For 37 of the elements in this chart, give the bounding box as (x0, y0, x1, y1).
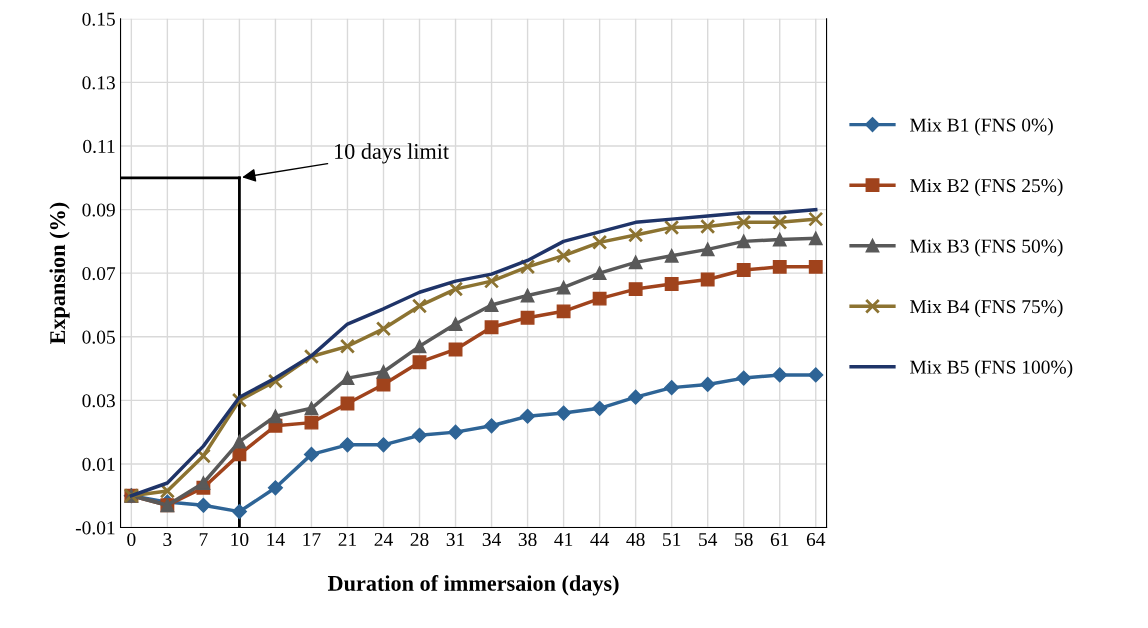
y-tick-label: 0.11 (83, 139, 115, 154)
x-axis-title: Duration of immersaion (days) (327, 575, 619, 596)
y-tick-label: 0.13 (82, 76, 115, 90)
x-tick-label: 54 (699, 533, 718, 547)
y-tick-label: 0.15 (82, 12, 115, 26)
x-tick-label: 24 (374, 533, 393, 546)
x-tick-label: 61 (770, 533, 789, 547)
x-tick-label: 7 (199, 533, 208, 546)
x-tick-label: 48 (626, 532, 645, 547)
x-tick-label: 34 (482, 533, 501, 547)
x-tick-label: 28 (410, 532, 429, 547)
x-tick-label: 31 (446, 533, 465, 547)
x-tick-label: 41 (554, 533, 573, 546)
x-tick-label: 38 (518, 532, 537, 547)
x-tick-label: 14 (267, 533, 285, 546)
x-tick-label: 0 (127, 532, 136, 547)
y-tick-label: -0.01 (75, 521, 115, 535)
annotation: 10 days limit (335, 143, 449, 164)
legend-label: Mix B5 (FNS 100%) (910, 360, 1073, 378)
x-tick-label: 51 (663, 533, 681, 547)
x-tick-label: 17 (303, 533, 321, 546)
y-axis-title: Expansion (%) (49, 202, 70, 345)
legend-label: Mix B1 (FNS 0%) (910, 117, 1053, 136)
x-tick-label: 64 (806, 533, 826, 547)
x-tick-label: 21 (338, 533, 357, 546)
x-tick-label: 44 (590, 533, 610, 546)
legend-label: Mix B2 (FNS 25%) (910, 178, 1063, 197)
y-tick-label: 0.05 (82, 330, 115, 344)
y-tick-label: 0.01 (82, 457, 115, 471)
legend-label: Mix B4 (FNS 75%) (910, 299, 1063, 318)
x-tick-label: 10 (231, 532, 249, 547)
y-tick-label: 0.03 (82, 394, 115, 408)
x-tick-label: 3 (163, 533, 172, 547)
y-tick-label: 0.07 (82, 267, 116, 281)
y-tick-label: 0.09 (82, 203, 115, 217)
x-tick-label: 58 (735, 532, 753, 547)
legend-label: Mix B3 (FNS 50%) (910, 238, 1063, 257)
